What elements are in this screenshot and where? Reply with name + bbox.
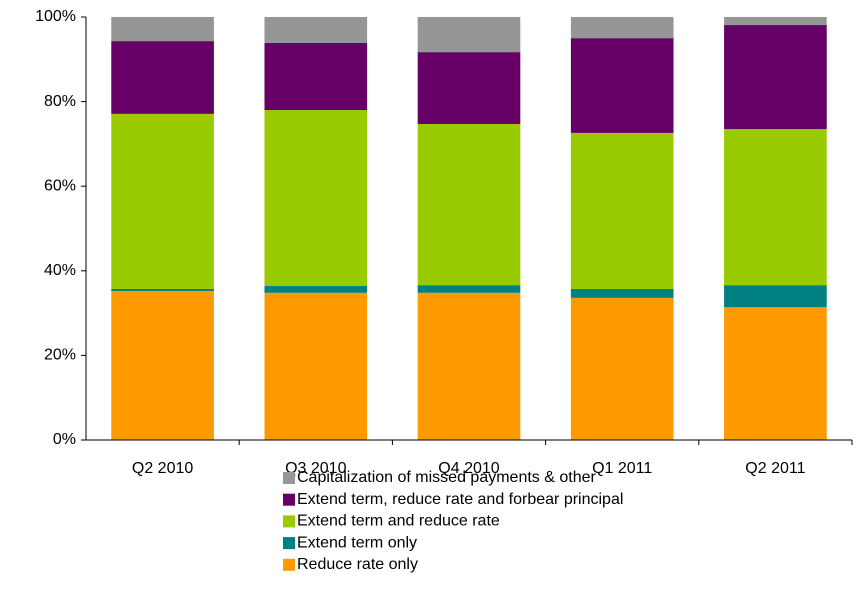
- bar-segment: [111, 291, 214, 440]
- bar-segment: [417, 292, 521, 440]
- y-tick-label: 40%: [44, 262, 76, 279]
- y-tick-label: 80%: [44, 93, 76, 110]
- legend-label: Capitalization of missed payments & othe…: [297, 469, 596, 486]
- legend-swatch: [283, 472, 295, 484]
- bar-segment: [417, 285, 521, 293]
- bar-segment: [417, 17, 521, 53]
- bar-segment: [570, 132, 674, 289]
- bar-segment: [724, 307, 827, 440]
- bar-segment: [724, 129, 827, 286]
- bar-segment: [264, 286, 368, 293]
- legend-label: Extend term only: [297, 534, 417, 551]
- bar-segment: [111, 41, 214, 114]
- bar-segment: [724, 25, 827, 130]
- legend-swatch: [283, 558, 295, 571]
- bar-segment: [111, 288, 214, 292]
- x-tick-label: Q3 2010: [285, 460, 346, 477]
- legend-swatch: [283, 537, 295, 550]
- bar-segment: [417, 52, 521, 125]
- y-tick-label: 0%: [53, 431, 76, 448]
- y-tick-label: 60%: [44, 177, 76, 194]
- legend-swatch: [283, 493, 295, 506]
- bar-segment: [264, 42, 368, 111]
- bar-segment: [111, 17, 214, 42]
- bar-segment: [570, 17, 674, 39]
- y-tick-label: 20%: [44, 347, 76, 364]
- bar-segment: [111, 113, 214, 289]
- legend-swatch: [283, 515, 295, 528]
- bar-segment: [724, 17, 827, 26]
- bar-segment: [724, 285, 827, 308]
- legend-label: Extend term and reduce rate: [297, 513, 500, 530]
- x-tick-label: Q1 2011: [592, 460, 652, 477]
- legend-label: Extend term, reduce rate and forbear pri…: [297, 491, 623, 508]
- bar-segment: [570, 297, 674, 440]
- y-tick-label: 100%: [35, 8, 76, 25]
- legend-label: Reduce rate only: [297, 556, 418, 573]
- bar-segment: [570, 288, 674, 298]
- bar-segment: [264, 292, 368, 440]
- x-tick-label: Q2 2011: [745, 460, 805, 477]
- bar-segment: [417, 124, 521, 286]
- x-tick-label: Q4 2010: [438, 460, 499, 477]
- bar-segment: [570, 38, 674, 133]
- x-tick-label: Q2 2010: [132, 460, 193, 477]
- bar-segment: [264, 110, 368, 287]
- bar-segment: [264, 17, 368, 43]
